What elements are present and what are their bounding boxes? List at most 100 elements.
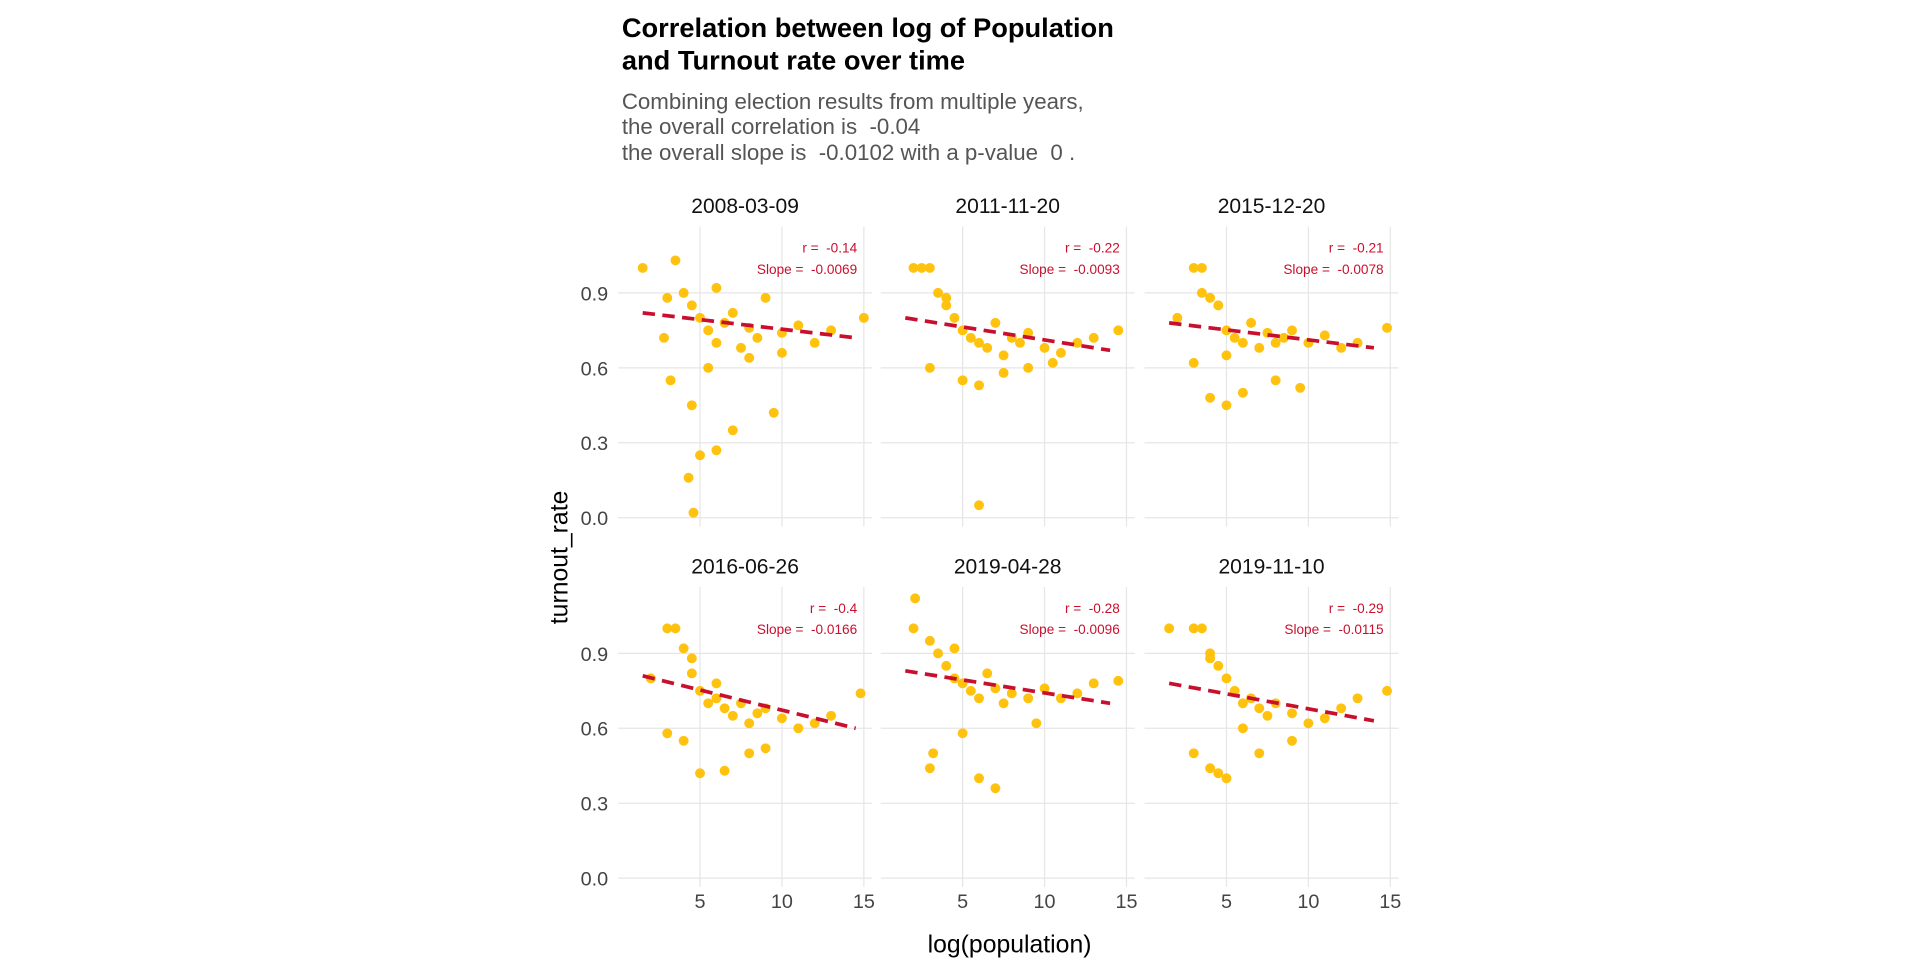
x-tick-label: 5 <box>957 891 968 913</box>
point <box>744 748 755 759</box>
point <box>974 380 984 391</box>
facet-title: 2008-03-09 <box>691 195 799 218</box>
annotation: r = -0.28 <box>1065 601 1120 616</box>
point <box>686 300 697 311</box>
point <box>1047 357 1058 368</box>
point <box>1221 400 1232 411</box>
point <box>1072 337 1083 348</box>
point <box>1221 325 1232 336</box>
facet-title: 2011-11-20 <box>955 195 1060 218</box>
x-tick-label: 10 <box>771 891 793 913</box>
point <box>809 337 820 348</box>
facet-title: 2015-12-20 <box>1218 195 1326 218</box>
y-axis-label: turnout_rate <box>546 491 573 625</box>
point <box>998 350 1009 361</box>
subtitle: Combining election results from multiple… <box>622 89 1084 114</box>
chart-title: and Turnout rate over time <box>622 44 965 75</box>
x-tick-label: 10 <box>1297 891 1319 913</box>
annotation: Slope = -0.0115 <box>1284 622 1383 637</box>
point <box>1113 675 1124 686</box>
chart-title: Correlation between log of Population <box>622 12 1114 43</box>
point <box>678 287 689 298</box>
point <box>1278 332 1289 343</box>
point <box>982 668 993 679</box>
point <box>703 698 714 709</box>
point <box>1287 735 1297 746</box>
point <box>1015 337 1025 348</box>
point <box>1172 312 1183 323</box>
point <box>665 375 676 386</box>
point <box>1055 347 1066 358</box>
point <box>990 317 1001 328</box>
point <box>916 262 927 273</box>
point <box>683 472 694 483</box>
annotation: r = -0.22 <box>1065 241 1120 256</box>
point <box>1164 623 1175 634</box>
point <box>949 643 960 654</box>
point <box>974 773 984 784</box>
point <box>1336 703 1347 714</box>
point <box>826 710 837 721</box>
point <box>1237 698 1248 709</box>
y-tick-label: 0.6 <box>581 719 609 741</box>
annotation: r = -0.14 <box>802 241 857 256</box>
point <box>670 623 681 634</box>
point <box>924 635 935 646</box>
point <box>1382 685 1392 696</box>
annotation: Slope = -0.0069 <box>757 262 857 277</box>
point <box>662 623 673 634</box>
point <box>1039 342 1050 353</box>
point <box>858 312 869 323</box>
point <box>744 718 755 729</box>
point <box>776 713 787 724</box>
x-tick-label: 15 <box>1115 891 1137 913</box>
point <box>662 728 673 739</box>
point <box>727 710 738 721</box>
point <box>809 718 820 729</box>
point <box>1006 688 1017 699</box>
point <box>957 375 968 386</box>
point <box>760 292 771 303</box>
y-tick-label: 0.9 <box>581 644 609 666</box>
point <box>1205 648 1216 659</box>
point <box>1213 768 1224 779</box>
point <box>1023 693 1034 704</box>
point <box>998 367 1009 378</box>
point <box>941 660 952 671</box>
point <box>1237 337 1248 348</box>
point <box>982 342 993 353</box>
trend-line <box>1168 681 1375 723</box>
point <box>711 693 722 704</box>
trend-line <box>1168 321 1375 350</box>
point <box>703 325 714 336</box>
point <box>703 362 714 373</box>
point <box>695 450 705 461</box>
point <box>793 320 804 331</box>
point <box>793 723 804 734</box>
point <box>1213 300 1224 311</box>
point <box>1221 350 1232 361</box>
point <box>1023 362 1034 373</box>
point <box>686 653 697 664</box>
point <box>1196 623 1207 634</box>
point <box>686 668 697 679</box>
point <box>695 768 705 779</box>
point <box>1088 678 1099 689</box>
point <box>941 300 952 311</box>
point <box>1088 332 1099 343</box>
point <box>719 765 730 776</box>
point <box>965 332 976 343</box>
point <box>1270 375 1281 386</box>
point <box>1303 718 1314 729</box>
point <box>1229 332 1240 343</box>
facet-title: 2016-06-26 <box>691 556 799 579</box>
annotation: r = -0.21 <box>1329 241 1384 256</box>
y-tick-label: 0.0 <box>581 869 609 891</box>
y-tick-label: 0.3 <box>581 433 609 455</box>
x-axis-label: log(population) <box>928 932 1092 959</box>
point <box>1188 262 1199 273</box>
point <box>670 255 681 266</box>
annotation: Slope = -0.0093 <box>1020 262 1120 277</box>
point <box>933 287 944 298</box>
point <box>711 337 722 348</box>
